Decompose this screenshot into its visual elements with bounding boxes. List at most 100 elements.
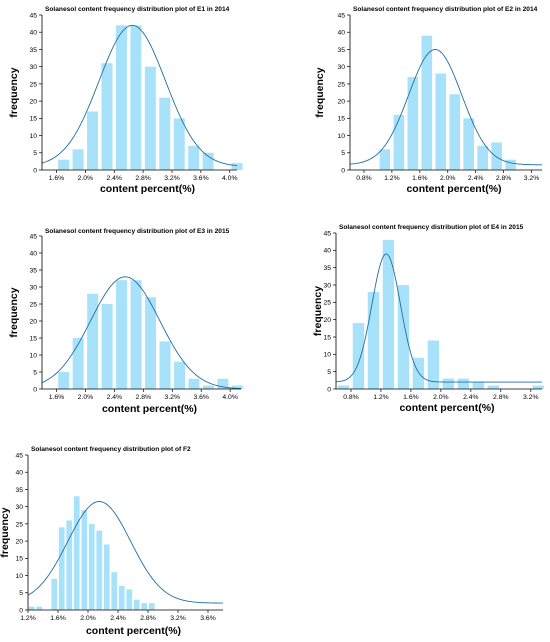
y-tick-label: 5 xyxy=(341,150,345,157)
histogram-bar xyxy=(87,111,99,170)
histogram-bar xyxy=(145,297,157,389)
histogram-bar xyxy=(491,142,502,170)
x-tick-label: 3.2% xyxy=(524,175,540,182)
histogram-bar xyxy=(421,35,433,170)
y-axis-label: frequency xyxy=(8,67,20,117)
y-axis-label: frequency xyxy=(0,507,11,557)
normal-fit-curve xyxy=(349,49,543,166)
histogram-bar xyxy=(111,572,118,610)
histogram-bar xyxy=(202,385,214,389)
chart-panel-2: Solanesol content frequency distribution… xyxy=(314,6,543,195)
y-axis-label: frequency xyxy=(8,287,20,337)
histogram-bar xyxy=(116,280,128,389)
x-tick-label: 2.0% xyxy=(78,394,94,401)
chart-title: Solanesol content frequency distribution… xyxy=(31,446,191,453)
normal-fit-curve xyxy=(41,276,242,390)
histogram-bar xyxy=(173,361,185,389)
y-tick-label: 45 xyxy=(29,233,37,240)
histogram-bar xyxy=(352,323,365,389)
x-tick-label: 1.6% xyxy=(412,175,428,182)
histogram-bar xyxy=(126,589,133,610)
histogram-bar xyxy=(487,385,500,389)
histogram-bar xyxy=(159,341,171,389)
histogram-bar xyxy=(202,152,214,170)
histogram-bar xyxy=(367,291,380,389)
x-tick-label: 0.8% xyxy=(343,394,359,401)
chart-panel-4: Solanesol content frequency distribution… xyxy=(312,224,544,414)
x-tick-label: 1.2% xyxy=(20,615,36,622)
histogram-bar xyxy=(96,530,103,610)
normal-fit-curve xyxy=(27,501,224,604)
x-axis-label: content percent(%) xyxy=(86,625,181,637)
histogram-bar xyxy=(188,145,200,170)
x-tick-label: 1.2% xyxy=(384,175,400,182)
y-tick-label: 35 xyxy=(29,47,37,54)
histogram-bar xyxy=(407,77,419,170)
y-tick-label: 10 xyxy=(29,352,37,359)
chart-title: Solanesol content frequency distribution… xyxy=(339,224,524,231)
histogram-bar xyxy=(87,293,99,389)
y-tick-label: 45 xyxy=(15,452,23,459)
histogram-bar xyxy=(51,579,58,610)
histogram-bar xyxy=(231,385,243,389)
x-tick-label: 3.2% xyxy=(164,175,180,182)
y-tick-label: 0 xyxy=(33,167,37,174)
y-tick-label: 40 xyxy=(337,30,345,37)
histogram-bar xyxy=(393,114,405,170)
x-tick-label: 3.2% xyxy=(523,394,539,401)
histogram-bar xyxy=(472,382,485,389)
y-tick-label: 15 xyxy=(29,116,37,123)
y-tick-label: 15 xyxy=(29,335,37,342)
chart-title: Solanesol content frequency distribution… xyxy=(353,6,538,13)
histogram-bar xyxy=(148,603,155,610)
x-tick-label: 4.0% xyxy=(222,394,238,401)
histogram-bar xyxy=(66,520,73,610)
x-tick-label: 2.8% xyxy=(140,615,156,622)
x-axis-label: content percent(%) xyxy=(406,183,501,195)
histogram-bar xyxy=(173,118,185,170)
y-tick-label: 30 xyxy=(15,504,23,511)
x-tick-label: 3.6% xyxy=(193,394,209,401)
histogram-bar xyxy=(88,523,95,610)
y-tick-label: 30 xyxy=(29,64,37,71)
y-tick-label: 10 xyxy=(337,133,345,140)
x-tick-label: 2.4% xyxy=(107,394,123,401)
y-tick-label: 35 xyxy=(337,47,345,54)
histogram-bar xyxy=(412,357,425,389)
y-tick-label: 0 xyxy=(33,386,37,393)
y-tick-label: 20 xyxy=(337,99,345,106)
y-tick-label: 10 xyxy=(323,352,331,359)
y-tick-label: 25 xyxy=(337,81,345,88)
histogram-bar xyxy=(58,372,70,389)
histogram-bar xyxy=(379,149,391,170)
chart-title: Solanesol content frequency distribution… xyxy=(45,228,230,235)
x-axis-label: content percent(%) xyxy=(102,403,197,415)
histogram-bar xyxy=(144,66,156,170)
y-tick-label: 0 xyxy=(327,386,331,393)
x-tick-label: 2.4% xyxy=(463,394,479,401)
histogram-bar xyxy=(159,97,171,170)
y-tick-label: 35 xyxy=(15,487,23,494)
y-tick-label: 30 xyxy=(323,282,331,289)
histogram-bar xyxy=(81,510,88,610)
normal-fit-curve xyxy=(41,24,238,167)
histogram-bar xyxy=(382,239,395,389)
y-tick-label: 5 xyxy=(33,369,37,376)
y-axis-label: frequency xyxy=(314,67,326,117)
x-tick-label: 1.6% xyxy=(49,175,65,182)
x-tick-label: 2.0% xyxy=(80,615,96,622)
x-tick-label: 3.6% xyxy=(200,615,216,622)
histogram-bar xyxy=(505,159,516,170)
y-tick-label: 5 xyxy=(327,369,331,376)
histogram-bar xyxy=(141,603,148,610)
y-tick-label: 20 xyxy=(323,317,331,324)
histogram-bar xyxy=(463,118,474,170)
chart-title: Solanesol content frequency distribution… xyxy=(45,6,230,13)
y-tick-label: 0 xyxy=(341,167,345,174)
y-axis-label: frequency xyxy=(312,286,324,336)
chart-panel-3: Solanesol content frequency distribution… xyxy=(8,228,243,415)
x-tick-label: 2.4% xyxy=(468,175,484,182)
y-tick-label: 45 xyxy=(323,230,331,237)
y-tick-label: 10 xyxy=(15,573,23,580)
y-tick-label: 20 xyxy=(29,318,37,325)
